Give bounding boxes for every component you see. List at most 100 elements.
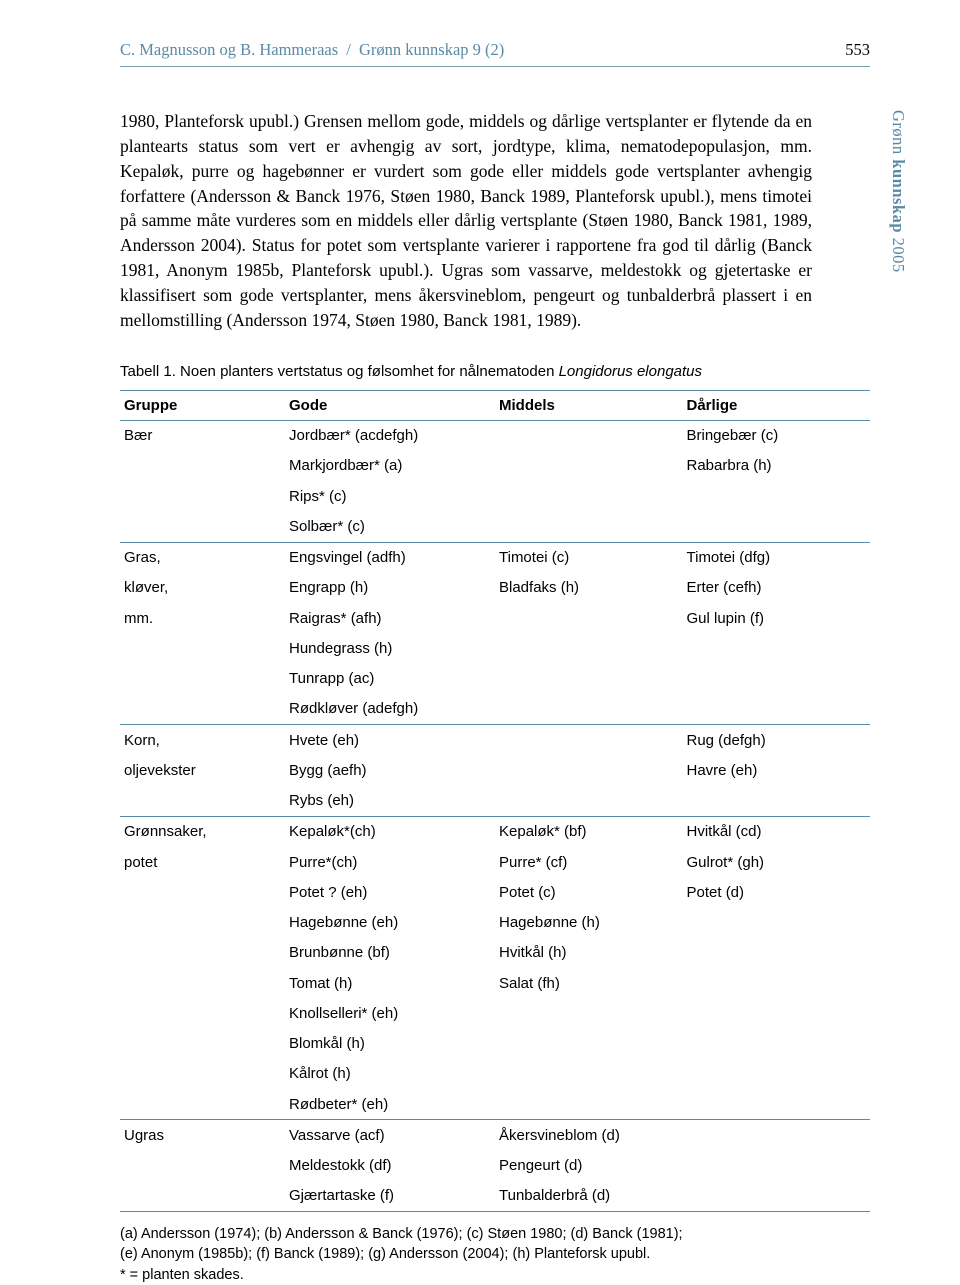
cell-gruppe bbox=[120, 694, 285, 725]
table-row: Brunbønne (bf)Hvitkål (h) bbox=[120, 938, 870, 968]
footnote-line3: * = planten skades. bbox=[120, 1267, 244, 1283]
cell-middels bbox=[495, 725, 683, 756]
cell-darlige: Potet (d) bbox=[683, 877, 871, 907]
cell-darlige bbox=[683, 908, 871, 938]
cell-gode: Engrapp (h) bbox=[285, 573, 495, 603]
table-row: Solbær* (c) bbox=[120, 511, 870, 542]
cell-gode: Hundegrass (h) bbox=[285, 633, 495, 663]
header-authors: C. Magnusson og B. Hammeraas bbox=[120, 40, 338, 59]
cell-middels: Pengeurt (d) bbox=[495, 1151, 683, 1181]
table-row: Korn,Hvete (eh)Rug (defgh) bbox=[120, 725, 870, 756]
table-caption-text: Tabell 1. Noen planters vertstatus og fø… bbox=[120, 363, 559, 380]
cell-darlige: Gul lupin (f) bbox=[683, 603, 871, 633]
cell-middels: Timotei (c) bbox=[495, 542, 683, 573]
cell-darlige: Gulrot* (gh) bbox=[683, 847, 871, 877]
table-caption: Tabell 1. Noen planters vertstatus og fø… bbox=[120, 363, 870, 380]
cell-darlige bbox=[683, 968, 871, 998]
table-body: BærJordbær* (acdefgh) Bringebær (c)Markjo… bbox=[120, 420, 870, 1212]
cell-darlige bbox=[683, 1029, 871, 1059]
cell-darlige bbox=[683, 511, 871, 542]
cell-darlige bbox=[683, 664, 871, 694]
cell-middels bbox=[495, 420, 683, 451]
table-row: Rips* (c) bbox=[120, 481, 870, 511]
cell-gruppe bbox=[120, 1029, 285, 1059]
page-header: C. Magnusson og B. Hammeraas / Grønn kun… bbox=[120, 40, 870, 67]
cell-gode: Tomat (h) bbox=[285, 968, 495, 998]
cell-gode: Jordbær* (acdefgh) bbox=[285, 420, 495, 451]
sidebar-journal-label: Grønn kunnskap 2005 bbox=[888, 110, 908, 273]
cell-darlige: Erter (cefh) bbox=[683, 573, 871, 603]
cell-middels bbox=[495, 511, 683, 542]
cell-gode: Hvete (eh) bbox=[285, 725, 495, 756]
sidebar-journal-bold: kunnskap bbox=[889, 159, 908, 233]
cell-darlige bbox=[683, 694, 871, 725]
cell-gruppe: potet bbox=[120, 847, 285, 877]
cell-darlige: Bringebær (c) bbox=[683, 420, 871, 451]
cell-darlige bbox=[683, 1059, 871, 1089]
cell-gruppe bbox=[120, 938, 285, 968]
cell-darlige: Rabarbra (h) bbox=[683, 451, 871, 481]
cell-middels: Hvitkål (h) bbox=[495, 938, 683, 968]
cell-gruppe: oljevekster bbox=[120, 755, 285, 785]
table-row: Gjærtartaske (f)Tunbalderbrå (d) bbox=[120, 1181, 870, 1212]
cell-gruppe: Gras, bbox=[120, 542, 285, 573]
table-row: mm.Raigras* (afh)Gul lupin (f) bbox=[120, 603, 870, 633]
cell-gruppe bbox=[120, 1059, 285, 1089]
cell-middels: Purre* (cf) bbox=[495, 847, 683, 877]
cell-middels bbox=[495, 481, 683, 511]
table-row: kløver,Engrapp (h)Bladfaks (h)Erter (cef… bbox=[120, 573, 870, 603]
table-row: UgrasVassarve (acf)Åkersvineblom (d) bbox=[120, 1120, 870, 1151]
col-header-darlige: Dårlige bbox=[683, 390, 871, 420]
cell-darlige: Havre (eh) bbox=[683, 755, 871, 785]
cell-gruppe: kløver, bbox=[120, 573, 285, 603]
cell-gode: Bygg (aefh) bbox=[285, 755, 495, 785]
cell-middels bbox=[495, 603, 683, 633]
cell-gode: Meldestokk (df) bbox=[285, 1151, 495, 1181]
cell-gode: Gjærtartaske (f) bbox=[285, 1181, 495, 1212]
table-row: Rybs (eh) bbox=[120, 786, 870, 817]
cell-middels bbox=[495, 998, 683, 1028]
cell-middels: Hagebønne (h) bbox=[495, 908, 683, 938]
cell-gruppe bbox=[120, 786, 285, 817]
table-row: oljeveksterBygg (aefh) Havre (eh) bbox=[120, 755, 870, 785]
table-row: Grønnsaker,Kepaløk*(ch)Kepaløk* (bf)Hvit… bbox=[120, 816, 870, 847]
cell-darlige: Rug (defgh) bbox=[683, 725, 871, 756]
cell-darlige bbox=[683, 1181, 871, 1212]
col-header-gruppe: Gruppe bbox=[120, 390, 285, 420]
cell-gode: Kepaløk*(ch) bbox=[285, 816, 495, 847]
table-row: Markjordbær* (a)Rabarbra (h) bbox=[120, 451, 870, 481]
cell-middels bbox=[495, 786, 683, 817]
header-journal: Grønn kunnskap 9 (2) bbox=[359, 40, 504, 59]
table-row: Blomkål (h) bbox=[120, 1029, 870, 1059]
table-row: Hagebønne (eh)Hagebønne (h) bbox=[120, 908, 870, 938]
cell-gruppe: Ugras bbox=[120, 1120, 285, 1151]
table-footnote: (a) Andersson (1974); (b) Andersson & Ba… bbox=[120, 1224, 870, 1285]
cell-gruppe bbox=[120, 1181, 285, 1212]
cell-gode: Purre*(ch) bbox=[285, 847, 495, 877]
cell-darlige bbox=[683, 786, 871, 817]
cell-gruppe bbox=[120, 998, 285, 1028]
table-row: potetPurre*(ch)Purre* (cf)Gulrot* (gh) bbox=[120, 847, 870, 877]
cell-middels: Tunbalderbrå (d) bbox=[495, 1181, 683, 1212]
cell-gruppe bbox=[120, 1089, 285, 1120]
cell-gode: Knollselleri* (eh) bbox=[285, 998, 495, 1028]
table-header-row: Gruppe Gode Middels Dårlige bbox=[120, 390, 870, 420]
cell-gode: Solbær* (c) bbox=[285, 511, 495, 542]
footnote-line1: (a) Andersson (1974); (b) Andersson & Ba… bbox=[120, 1226, 683, 1242]
col-header-middels: Middels bbox=[495, 390, 683, 420]
table-row: Gras,Engsvingel (adfh)Timotei (c)Timotei… bbox=[120, 542, 870, 573]
cell-darlige: Hvitkål (cd) bbox=[683, 816, 871, 847]
cell-gruppe: Bær bbox=[120, 420, 285, 451]
cell-middels bbox=[495, 451, 683, 481]
cell-gode: Brunbønne (bf) bbox=[285, 938, 495, 968]
header-page-number: 553 bbox=[845, 40, 870, 60]
cell-gruppe: Grønnsaker, bbox=[120, 816, 285, 847]
cell-gruppe bbox=[120, 968, 285, 998]
table-row: Kålrot (h) bbox=[120, 1059, 870, 1089]
body-paragraph: 1980, Planteforsk upubl.) Grensen mellom… bbox=[120, 109, 870, 333]
table-row: BærJordbær* (acdefgh) Bringebær (c) bbox=[120, 420, 870, 451]
table-caption-species: Longidorus elongatus bbox=[559, 363, 702, 380]
vertstatus-table: Gruppe Gode Middels Dårlige BærJordbær* … bbox=[120, 390, 870, 1213]
cell-middels bbox=[495, 1089, 683, 1120]
footnote-line2: (e) Anonym (1985b); (f) Banck (1989); (g… bbox=[120, 1246, 650, 1262]
